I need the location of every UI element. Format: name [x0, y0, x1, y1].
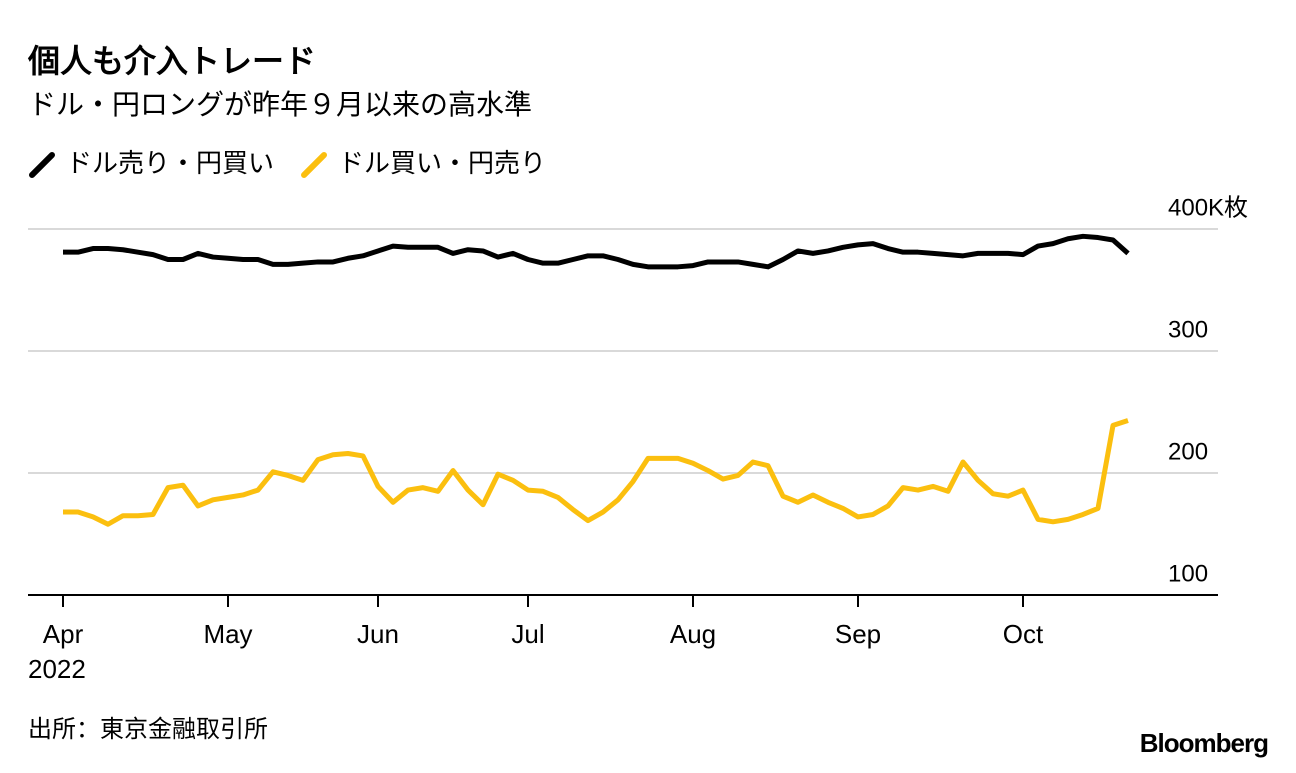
x-year-label: 2022 [28, 654, 86, 684]
legend-label: ドル買い・円売り [338, 148, 546, 178]
chart-subtitle: ドル・円ロングが昨年９月以来の高水準 [28, 89, 532, 120]
data-line [63, 418, 1129, 527]
x-tick-label: Apr [43, 619, 84, 649]
x-tick-label: May [203, 619, 252, 649]
x-tick-label: Jul [511, 619, 544, 649]
y-tick-label: 100 [1168, 560, 1208, 587]
y-tick-label: 400K枚 [1168, 194, 1248, 221]
legend-swatch [29, 152, 55, 178]
x-tick-label: Sep [835, 619, 881, 649]
brand-logo: Bloomberg [1140, 728, 1268, 758]
source: 出所：東京金融取引所 [28, 716, 268, 743]
legend: ドル売り・円買い ドル買い・円売り [29, 148, 546, 178]
legend-label: ドル売り・円買い [66, 148, 274, 178]
x-tick-label: Oct [1003, 619, 1044, 649]
chart-title: 個人も介入トレード [27, 43, 316, 79]
y-tick-label: 200 [1168, 438, 1208, 465]
x-tick-label: Aug [670, 619, 716, 649]
data-line [63, 233, 1130, 270]
legend-swatch [301, 152, 328, 178]
x-tick-label: Jun [357, 619, 399, 649]
y-tick-label: 300 [1168, 316, 1208, 343]
